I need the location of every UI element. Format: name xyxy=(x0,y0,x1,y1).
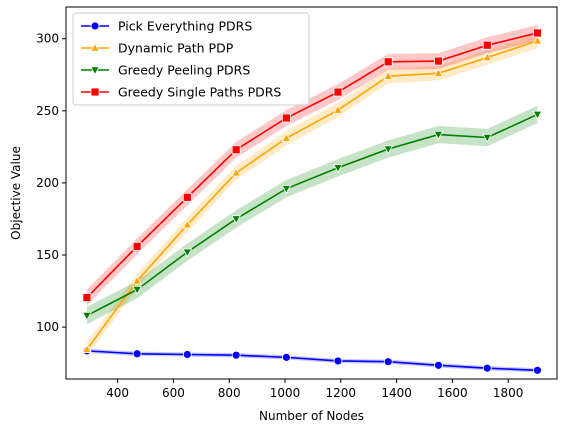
x-tick-label: 1000 xyxy=(270,386,301,400)
legend-label: Greedy Single Paths PDRS xyxy=(118,85,281,100)
y-tick-label: 300 xyxy=(36,32,59,46)
y-axis-label: Objective Value xyxy=(9,146,23,240)
x-tick-label: 800 xyxy=(218,386,241,400)
point-pick-everything-pdrs xyxy=(334,357,342,365)
y-tick-label: 100 xyxy=(36,320,59,334)
x-tick-label: 400 xyxy=(106,386,129,400)
x-tick-label: 1800 xyxy=(493,386,524,400)
point-pick-everything-pdrs xyxy=(133,350,141,358)
point-pick-everything-pdrs xyxy=(282,353,290,361)
point-greedy-single-paths-pdrs xyxy=(334,88,342,96)
point-greedy-single-paths-pdrs xyxy=(232,146,240,154)
point-greedy-single-paths-pdrs xyxy=(83,294,91,302)
x-tick-label: 1400 xyxy=(381,386,412,400)
point-greedy-single-paths-pdrs xyxy=(133,242,141,250)
legend-label: Pick Everything PDRS xyxy=(118,19,252,34)
point-greedy-single-paths-pdrs xyxy=(483,41,491,49)
point-greedy-single-paths-pdrs xyxy=(282,114,290,122)
x-tick-label: 600 xyxy=(162,386,185,400)
point-pick-everything-pdrs xyxy=(232,351,240,359)
legend-marker xyxy=(91,88,99,96)
point-greedy-single-paths-pdrs xyxy=(434,57,442,65)
legend-label: Greedy Peeling PDRS xyxy=(118,63,250,78)
y-tick-label: 250 xyxy=(36,104,59,118)
legend: Pick Everything PDRS Dynamic Path PDP Gree… xyxy=(73,13,309,105)
y-tick-label: 150 xyxy=(36,248,59,262)
point-pick-everything-pdrs xyxy=(434,361,442,369)
point-greedy-single-paths-pdrs xyxy=(384,58,392,66)
x-tick-label: 1600 xyxy=(437,386,468,400)
x-tick-label: 1200 xyxy=(326,386,357,400)
legend-label: Dynamic Path PDP xyxy=(118,41,234,56)
y-tick-label: 200 xyxy=(36,176,59,190)
legend-marker xyxy=(91,22,99,30)
x-axis-label: Number of Nodes xyxy=(259,409,364,423)
band-greedy-peeling-pdrs xyxy=(87,106,538,324)
x-axis-ticks: 400 600 800 1000 1200 1400 1600 1800 xyxy=(106,379,523,400)
point-pick-everything-pdrs xyxy=(533,366,541,374)
y-axis-ticks: 100 150 200 250 300 xyxy=(36,32,66,334)
band-pick-everything-pdrs xyxy=(87,349,538,373)
point-greedy-single-paths-pdrs xyxy=(533,29,541,37)
point-greedy-single-paths-pdrs xyxy=(183,193,191,201)
point-pick-everything-pdrs xyxy=(483,364,491,372)
point-pick-everything-pdrs xyxy=(384,358,392,366)
point-pick-everything-pdrs xyxy=(183,350,191,358)
